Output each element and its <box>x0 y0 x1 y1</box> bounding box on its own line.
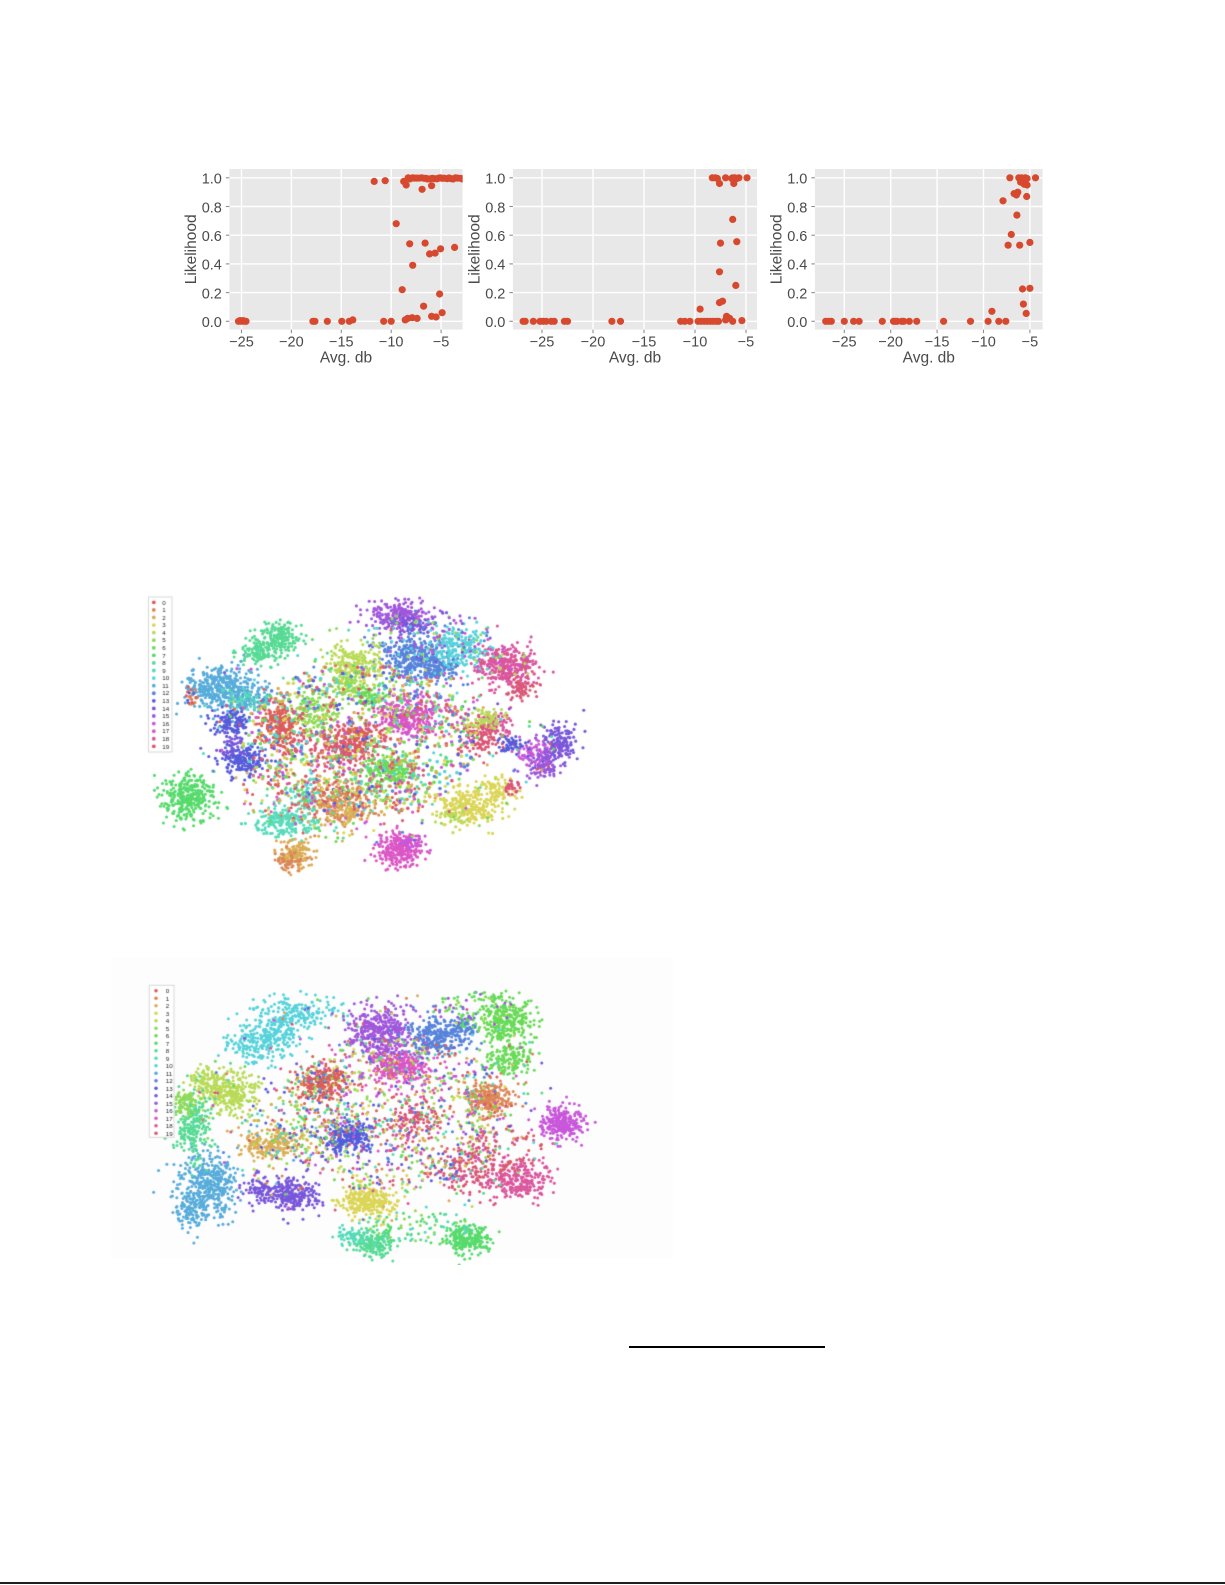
svg-text:0.8: 0.8 <box>787 200 807 216</box>
svg-text:−5: −5 <box>1022 334 1039 350</box>
svg-text:−25: −25 <box>229 334 254 350</box>
svg-text:−15: −15 <box>925 334 950 350</box>
svg-text:0.2: 0.2 <box>485 286 505 302</box>
svg-text:0.0: 0.0 <box>787 315 807 331</box>
svg-text:Avg. db: Avg. db <box>609 350 661 367</box>
svg-text:0.0: 0.0 <box>485 315 505 331</box>
svg-text:1.0: 1.0 <box>202 172 222 188</box>
svg-text:0.6: 0.6 <box>202 229 222 245</box>
svg-text:0.8: 0.8 <box>485 200 505 216</box>
svg-text:1.0: 1.0 <box>485 172 505 188</box>
svg-text:0.4: 0.4 <box>787 258 807 274</box>
svg-text:−20: −20 <box>581 334 606 350</box>
svg-text:0.8: 0.8 <box>202 200 222 216</box>
svg-text:0.4: 0.4 <box>202 258 222 274</box>
svg-text:−5: −5 <box>433 334 450 350</box>
svg-text:−20: −20 <box>279 334 304 350</box>
svg-text:−25: −25 <box>832 334 857 350</box>
svg-text:−20: −20 <box>878 334 903 350</box>
svg-text:Likelihood: Likelihood <box>183 214 200 284</box>
svg-text:Avg. db: Avg. db <box>320 350 372 367</box>
svg-text:−15: −15 <box>632 334 657 350</box>
svg-text:0.2: 0.2 <box>787 286 807 302</box>
svg-text:−25: −25 <box>530 334 555 350</box>
svg-text:−10: −10 <box>971 334 996 350</box>
svg-text:Avg. db: Avg. db <box>903 350 955 367</box>
svg-text:0.2: 0.2 <box>202 286 222 302</box>
svg-text:0.6: 0.6 <box>485 229 505 245</box>
svg-text:−15: −15 <box>329 334 354 350</box>
svg-text:Likelihood: Likelihood <box>768 214 785 284</box>
svg-text:Likelihood: Likelihood <box>466 214 483 284</box>
svg-text:−10: −10 <box>379 334 404 350</box>
svg-text:1.0: 1.0 <box>787 172 807 188</box>
svg-text:0.4: 0.4 <box>485 258 505 274</box>
svg-text:0.6: 0.6 <box>787 229 807 245</box>
svg-text:0.0: 0.0 <box>202 315 222 331</box>
svg-text:−5: −5 <box>738 334 755 350</box>
svg-text:−10: −10 <box>683 334 708 350</box>
